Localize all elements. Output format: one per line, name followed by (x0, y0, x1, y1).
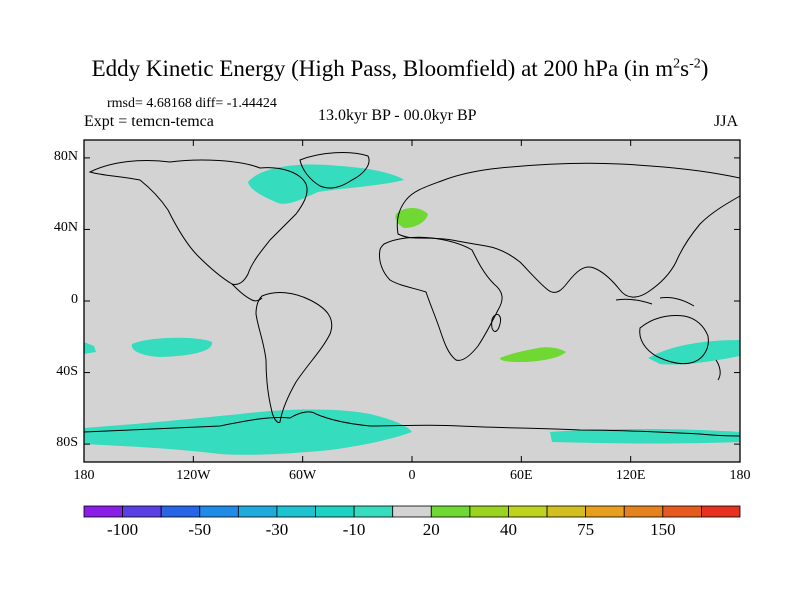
colorbar-label: 20 (422, 520, 440, 539)
negative-region-antarctic-west (84, 409, 412, 455)
experiment-label: Expt = temcn-temca (84, 113, 214, 130)
coastline-north-america (88, 159, 308, 285)
coastline-indonesia (615, 297, 695, 307)
colorbar-swatch (237, 505, 278, 518)
coastline-layer (83, 152, 741, 437)
colorbar-label: -50 (188, 520, 212, 539)
colorbar (83, 505, 741, 518)
rmsd-diff-stats: rmsd= 4.68168 diff= -1.44424 (107, 96, 277, 111)
coastline-south-america (255, 292, 333, 423)
coastline-australia (639, 315, 709, 365)
lon-tick-label: 60E (510, 468, 533, 483)
colorbar-swatch (353, 505, 394, 518)
colorbar-swatch (122, 505, 162, 518)
negative-region-australia (648, 340, 740, 365)
colorbar-label: 75 (577, 520, 595, 539)
colorbar-swatch (392, 505, 432, 518)
period-label: 13.0kyr BP - 00.0kyr BP (318, 107, 477, 124)
lon-tick-label: 180 (729, 468, 751, 483)
lat-tick-label: 40S (56, 363, 78, 379)
colorbar-swatch (585, 505, 625, 518)
colorbar-label: -100 (106, 520, 139, 539)
coastline-new-zealand (715, 359, 721, 381)
colorbar-swatch (508, 505, 548, 518)
positive-region-europe (395, 208, 428, 228)
lat-tick-label: 0 (71, 292, 78, 307)
colorbar-swatch (430, 505, 471, 518)
map-title: Eddy Kinetic Energy (High Pass, Bloomfie… (91, 56, 709, 81)
colorbar-swatch (546, 505, 587, 518)
map-background (84, 140, 740, 462)
lon-tick-label: 120E (615, 468, 646, 483)
negative-region-south-pacific (131, 337, 213, 357)
colorbar-swatch (623, 505, 664, 518)
lon-tick-label: 180 (73, 468, 95, 483)
colorbar-label: -30 (265, 520, 289, 539)
coastline-africa (379, 236, 503, 361)
lat-tick-label: 80S (56, 435, 78, 451)
colorbar-swatch (199, 505, 239, 518)
colorbar-label: 150 (650, 520, 676, 539)
colorbar-swatch (701, 505, 741, 518)
season-label: JJA (714, 113, 739, 130)
lon-tick-label: 0 (408, 468, 416, 483)
negative-region-antarctic-east (550, 429, 740, 444)
coastline-greenland (299, 152, 370, 189)
negative-region-north-america (248, 164, 404, 204)
negative-region-west-edge (84, 342, 96, 354)
lon-tick-label: 60W (289, 468, 317, 483)
colorbar-label: 40 (499, 520, 517, 539)
lat-tick-label: 80N (53, 148, 78, 164)
colorbar-swatch (662, 505, 702, 518)
coastline-europe-asia (396, 162, 741, 298)
longitude-ticks (83, 140, 741, 462)
colorbar-swatch (315, 505, 355, 518)
positive-region-south-indian (500, 347, 566, 362)
coastline-madagascar (491, 313, 501, 332)
lon-tick-label: 120W (176, 468, 211, 483)
colorbar-swatch (276, 505, 316, 518)
lat-tick-label: 40N (53, 220, 78, 236)
latitude-ticks (84, 157, 740, 445)
colorbar-swatch (83, 505, 123, 518)
coastline-antarctica (83, 411, 741, 437)
anomaly-fill-layer (84, 164, 740, 455)
colorbar-swatch (469, 505, 509, 518)
colorbar-swatch (160, 505, 201, 518)
colorbar-label: -10 (342, 520, 366, 539)
